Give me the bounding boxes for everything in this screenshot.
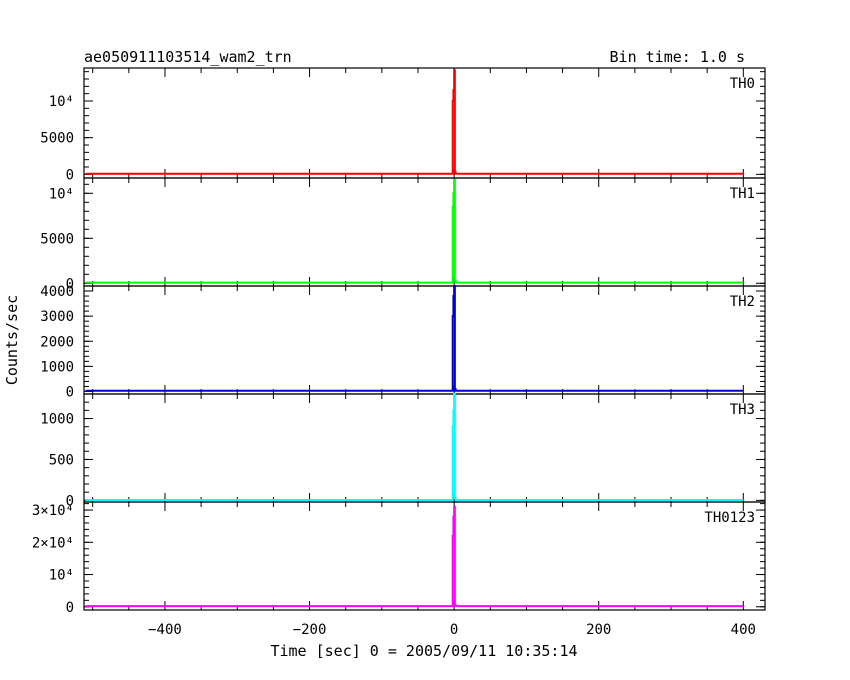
x-tick-label: 400 bbox=[731, 622, 756, 638]
y-tick-label-th0: 5000 bbox=[40, 131, 74, 147]
y-tick-label-th1: 5000 bbox=[40, 231, 74, 247]
y-tick-label-th0: 0 bbox=[66, 167, 74, 183]
panel-label-th0123: TH0123 bbox=[704, 510, 755, 526]
panel-label-th0: TH0 bbox=[730, 76, 755, 92]
panel-frame-th3 bbox=[83, 393, 766, 503]
y-tick-label-th2: 3000 bbox=[40, 309, 74, 325]
panel-frame-th2 bbox=[83, 285, 766, 395]
y-tick-label-th0123: 0 bbox=[66, 600, 74, 616]
y-tick-label-th3: 500 bbox=[49, 452, 74, 468]
panel-frame-th0123 bbox=[83, 501, 766, 611]
panel-frame-th1 bbox=[83, 177, 766, 287]
series-line-th1 bbox=[85, 178, 744, 284]
y-tick-label-th2: 4000 bbox=[40, 284, 74, 300]
x-axis-label: Time [sec] 0 = 2005/09/11 10:35:14 bbox=[270, 642, 577, 660]
y-tick-label-th0123: 10⁴ bbox=[49, 568, 74, 584]
y-tick-label-th0123: 3×10⁴ bbox=[32, 503, 74, 519]
series-line-th0123 bbox=[85, 505, 744, 608]
x-tick-label: −400 bbox=[148, 622, 182, 638]
y-tick-label-th1: 0 bbox=[66, 276, 74, 292]
series-line-th3 bbox=[85, 393, 744, 501]
y-tick-label-th3: 1000 bbox=[40, 412, 74, 428]
chart-subtitle: Bin time: 1.0 s bbox=[610, 48, 745, 66]
panel-label-th3: TH3 bbox=[730, 402, 755, 418]
series-line-th2 bbox=[85, 285, 744, 392]
y-tick-label-th3: 0 bbox=[66, 493, 74, 509]
y-axis-label: Counts/sec bbox=[3, 295, 21, 385]
y-tick-label-th0: 10⁴ bbox=[49, 94, 74, 110]
y-tick-label-th0123: 2×10⁴ bbox=[32, 535, 74, 551]
panel-label-th1: TH1 bbox=[730, 186, 755, 202]
y-tick-label-th2: 2000 bbox=[40, 334, 74, 350]
y-tick-label-th2: 0 bbox=[66, 384, 74, 400]
panel-label-th2: TH2 bbox=[730, 294, 755, 310]
series-line-th0 bbox=[85, 69, 744, 175]
y-tick-label-th2: 1000 bbox=[40, 359, 74, 375]
chart-title: ae050911103514_wam2_trn bbox=[84, 48, 292, 66]
x-tick-label: 0 bbox=[450, 622, 458, 638]
x-tick-label: 200 bbox=[586, 622, 611, 638]
panel-frame-th0 bbox=[83, 67, 766, 179]
x-tick-label: −200 bbox=[293, 622, 327, 638]
y-tick-label-th1: 10⁴ bbox=[49, 186, 74, 202]
